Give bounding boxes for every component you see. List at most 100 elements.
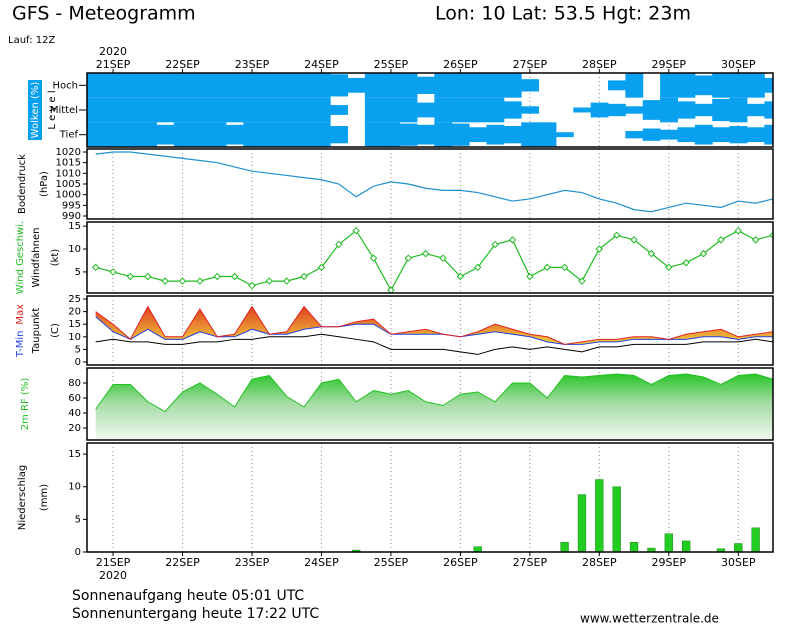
cloud-cell [243, 73, 262, 98]
run: Lauf: 12Z [8, 35, 55, 46]
marker [161, 277, 169, 285]
series-name: Wind Geschwi. [15, 221, 26, 294]
x-tick-label-top: 22SEP [165, 58, 200, 71]
marker [647, 249, 656, 258]
cloud-cell [295, 122, 314, 147]
cloud-cell [434, 122, 453, 147]
cloud-cell [225, 97, 244, 123]
cloud-cell [486, 97, 505, 123]
y-tick-label: 1020 [56, 147, 81, 158]
marker [612, 231, 621, 239]
cloud-cell [399, 73, 418, 98]
cloud-cell [694, 75, 713, 96]
cloud-cell [139, 122, 157, 147]
bar [629, 541, 639, 553]
cloud-cell [416, 124, 435, 145]
cloud-cell [729, 126, 748, 144]
marker [369, 254, 378, 262]
cloud-cell [208, 73, 227, 98]
cloud-cell [364, 122, 383, 147]
unit-label: (mm) [39, 484, 50, 511]
series-line [95, 316, 773, 345]
y-tick-label: 20 [68, 423, 81, 434]
x-tick-label-bottom: 24SEP [304, 556, 339, 569]
cloud-cell [87, 97, 105, 123]
cloud-cell [416, 76, 435, 94]
series-name: Taupunkt [31, 308, 42, 355]
marker [491, 240, 499, 249]
y-tick-label: 10 [68, 244, 81, 255]
cloud-cell [330, 105, 349, 115]
marker [317, 263, 326, 272]
marker [213, 272, 221, 281]
y-tick-label: 0 [75, 357, 81, 368]
x-tick-label-bottom: 30SEP [721, 556, 756, 569]
y-tick-label: 20 [68, 307, 81, 318]
cloud-cell [469, 73, 487, 98]
x-tick-label-bottom: 22SEP [165, 556, 200, 569]
x-tick-label-top: 30SEP [721, 58, 756, 71]
y-tick-label: 5 [75, 267, 81, 278]
marker [404, 254, 412, 262]
cloud-cell [225, 73, 244, 98]
x-tick-label-bottom: 21SEP [96, 556, 131, 569]
y-tick-label: 80 [68, 378, 81, 389]
bar [473, 546, 482, 553]
marker [560, 263, 569, 272]
cloud-cell [660, 73, 678, 98]
cloud-cell [208, 122, 227, 147]
cloud-cell [712, 98, 731, 122]
area-fill [95, 374, 773, 440]
x-tick-label-bottom: 23SEP [235, 556, 270, 569]
cloud-cell [87, 122, 105, 147]
unit-label: (C) [50, 323, 61, 338]
cloud-cell [156, 97, 175, 123]
cloud-cell [729, 73, 748, 98]
y-tick-label: 1015 [56, 158, 81, 169]
cloud-cell [139, 73, 157, 98]
cloud-cell [729, 97, 748, 123]
cloud-cell [382, 122, 401, 147]
cloud-cell [295, 73, 314, 98]
series-name: Max [15, 304, 26, 325]
cloud-cell [503, 101, 522, 119]
series-name: 2m RF (%) [20, 378, 31, 431]
marker [734, 226, 742, 235]
cloud-cell [746, 103, 765, 117]
series-line [95, 151, 773, 213]
cloud-cell [694, 124, 713, 145]
cloud-cell [521, 122, 540, 147]
cloud-cell [712, 73, 731, 98]
y-tick-label: 15 [68, 221, 81, 232]
cloud-cell [434, 73, 453, 98]
sunrise: Sonnenaufgang heute 05:01 UTC [72, 588, 304, 604]
marker [578, 277, 586, 285]
cloud-cell [642, 128, 661, 141]
cloud-cell [746, 127, 765, 143]
level-label: Mittel [50, 105, 78, 116]
cloud-cell [538, 122, 557, 147]
cloud-cell [486, 124, 505, 145]
cloud-cell [260, 97, 279, 123]
marker [248, 281, 256, 290]
cloud-cell [260, 122, 279, 147]
cloud-cell [694, 103, 713, 117]
cloud-cell [503, 73, 522, 98]
marker [196, 277, 204, 285]
cloud-cell [382, 73, 401, 98]
unit-label: (kt) [50, 249, 61, 267]
cloud-cell [295, 97, 314, 123]
marker [91, 263, 100, 272]
marker [144, 272, 152, 281]
marker [109, 268, 117, 276]
cloud-cell [764, 77, 773, 93]
cloud-cell [225, 124, 244, 145]
cloud-cell [208, 97, 227, 123]
x-tick-label-bottom: 27SEP [513, 556, 548, 569]
cloud-cell [521, 79, 540, 92]
level-axis-label: L e v e l [47, 90, 58, 129]
marker [665, 263, 673, 272]
x-tick-label-top: 26SEP [443, 58, 478, 71]
cloud-cell [121, 122, 140, 147]
cloud-cell [677, 73, 696, 98]
